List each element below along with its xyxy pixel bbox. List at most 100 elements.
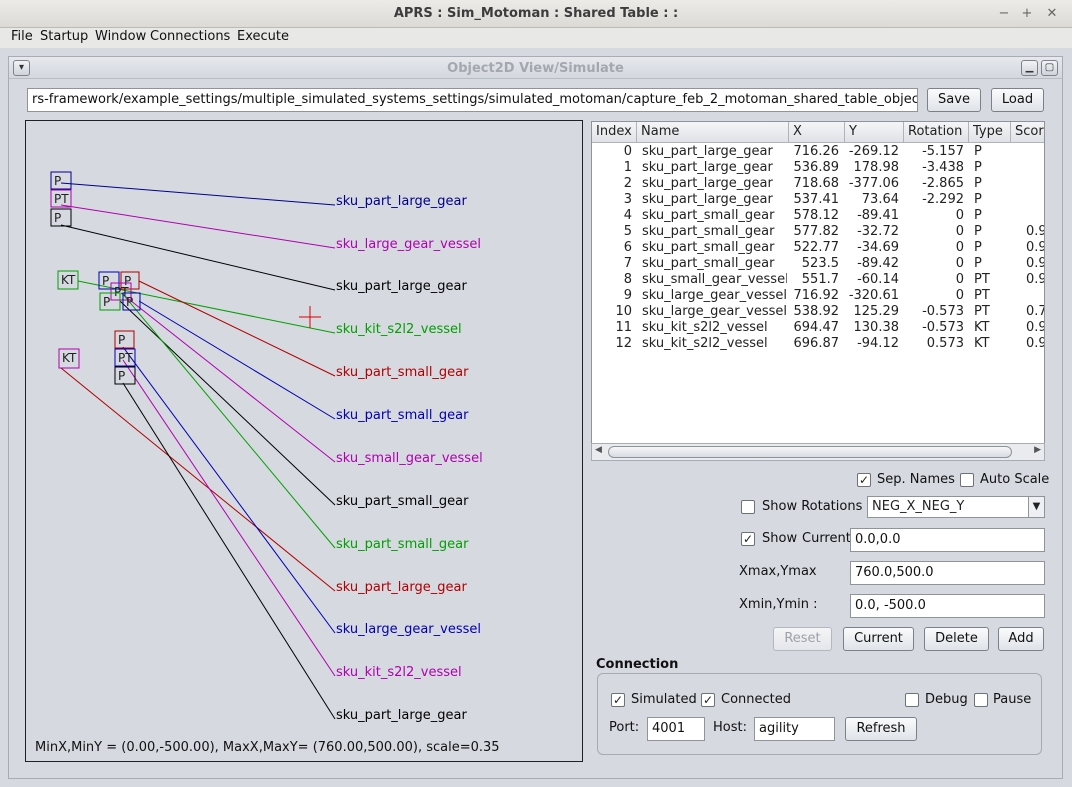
cell-index[interactable]: 6 <box>623 240 632 255</box>
table-row[interactable]: 0 sku_part_large_gear 716.26 -269.12 -5.157 P <box>592 144 1044 160</box>
cell-type[interactable]: KT <box>974 320 990 335</box>
column-header-type[interactable]: Type <box>969 122 1011 143</box>
cell-index[interactable]: 12 <box>615 336 632 351</box>
object-marker[interactable] <box>98 271 120 290</box>
cell-y[interactable]: -320.61 <box>848 288 899 303</box>
cell-x[interactable]: 551.7 <box>801 272 839 287</box>
table-row[interactable]: 4 sku_part_small_gear 578.12 -89.41 0 P <box>592 208 1044 224</box>
delete-button[interactable]: Delete <box>924 627 989 651</box>
cell-score[interactable]: 0.9 <box>1026 320 1045 335</box>
menu-execute[interactable]: Execute <box>237 29 289 44</box>
table-row[interactable]: 11 sku_kit_s2l2_vessel 694.47 130.38 -0.573 K… <box>592 320 1045 336</box>
object-marker[interactable] <box>120 271 140 290</box>
cell-y[interactable]: -269.12 <box>848 144 899 159</box>
object-marker[interactable] <box>58 348 80 369</box>
object-marker[interactable] <box>114 366 136 385</box>
cell-type[interactable]: P <box>974 208 982 223</box>
cell-rotation[interactable]: 0 <box>955 288 964 303</box>
table-row[interactable]: 2 sku_part_large_gear 718.68 -377.06 -2.865 P <box>592 176 1044 192</box>
column-header-x[interactable]: X <box>789 122 845 143</box>
cell-rotation[interactable]: 0 <box>955 272 964 287</box>
cell-score[interactable]: 0.9 <box>1026 240 1045 255</box>
table-row[interactable]: 8 sku_small_gear_vessel 551.7 -60.14 0 PT 0.9 <box>592 272 1044 288</box>
chevron-down-icon[interactable]: ▼ <box>1028 497 1044 517</box>
cell-name[interactable]: sku_part_large_gear <box>642 160 773 175</box>
object-marker[interactable] <box>50 171 72 190</box>
cell-index[interactable]: 1 <box>623 160 632 175</box>
table-row[interactable]: 12 sku_kit_s2l2_vessel 696.87 -94.12 0.573 KT… <box>592 336 1045 352</box>
reset-button[interactable]: Reset <box>773 627 832 651</box>
sep-names-checkbox[interactable]: ✓ <box>857 473 871 487</box>
cell-y[interactable]: 125.29 <box>853 304 900 319</box>
cell-x[interactable]: 696.87 <box>793 336 840 351</box>
object-marker[interactable] <box>110 282 132 301</box>
show-current-checkbox[interactable]: ✓ <box>741 532 755 546</box>
cell-type[interactable]: P <box>974 192 982 207</box>
cell-score[interactable]: 0.7 <box>1026 304 1045 319</box>
maximize-icon[interactable]: + <box>1021 6 1033 21</box>
object-marker[interactable] <box>99 292 121 311</box>
cell-score[interactable]: 0.9 <box>1026 336 1045 351</box>
cell-y[interactable]: -60.14 <box>857 272 899 287</box>
table-row[interactable]: 6 sku_part_small_gear 522.77 -34.69 0 P 0.9 <box>592 240 1045 256</box>
cell-type[interactable]: PT <box>974 272 990 287</box>
column-header-index[interactable]: Index <box>592 122 637 143</box>
cell-rotation[interactable]: 0 <box>955 224 964 239</box>
cell-type[interactable]: P <box>974 224 982 239</box>
table-row[interactable]: 9 sku_large_gear_vessel 716.92 -320.61 0 PT <box>592 288 1044 304</box>
scroll-left-icon[interactable]: ◀ <box>595 445 602 455</box>
cell-y[interactable]: -89.42 <box>857 256 899 271</box>
connected-checkbox[interactable]: ✓ <box>701 693 715 707</box>
current-button[interactable]: Current <box>843 627 914 651</box>
frame-maximize-icon[interactable]: ▢ <box>1041 60 1058 76</box>
cell-index[interactable]: 7 <box>623 256 632 271</box>
cell-index[interactable]: 11 <box>615 320 632 335</box>
cell-y[interactable]: 130.38 <box>853 320 900 335</box>
cell-y[interactable]: -34.69 <box>857 240 899 255</box>
cell-index[interactable]: 0 <box>623 144 632 159</box>
cell-rotation[interactable]: -5.157 <box>922 144 964 159</box>
table-row[interactable]: 3 sku_part_large_gear 537.41 73.64 -2.292 P <box>592 192 1044 208</box>
object-marker[interactable] <box>114 348 136 367</box>
cell-rotation[interactable]: -0.573 <box>922 304 964 319</box>
menu-window[interactable]: Window <box>95 29 147 44</box>
cell-y[interactable]: 73.64 <box>861 192 899 207</box>
xmax-ymax-field[interactable]: 760.0,500.0 <box>850 561 1045 585</box>
cell-score[interactable]: 0.9 <box>1026 224 1045 239</box>
object-marker[interactable] <box>57 270 79 290</box>
cell-index[interactable]: 10 <box>615 304 632 319</box>
add-button[interactable]: Add <box>998 627 1044 651</box>
table-row[interactable]: 10 sku_large_gear_vessel 538.92 125.29 -0.57… <box>592 304 1045 320</box>
cell-rotation[interactable]: -2.292 <box>922 192 964 207</box>
cell-rotation[interactable]: -3.438 <box>922 160 964 175</box>
cell-x[interactable]: 577.82 <box>793 224 840 239</box>
table-horizontal-scrollbar[interactable]: ◀ ▶ <box>591 443 1045 461</box>
cell-name[interactable]: sku_part_small_gear <box>642 240 775 255</box>
cell-x[interactable]: 716.26 <box>793 144 840 159</box>
cell-rotation[interactable]: 0 <box>955 240 964 255</box>
object-marker[interactable] <box>122 292 141 311</box>
column-header-score[interactable]: Scor <box>1011 122 1044 143</box>
object-marker[interactable] <box>50 208 72 227</box>
cell-index[interactable]: 2 <box>623 176 632 191</box>
object-marker[interactable] <box>50 189 72 208</box>
minimize-icon[interactable]: − <box>998 6 1010 21</box>
cell-rotation[interactable]: 0.573 <box>926 336 964 351</box>
cell-x[interactable]: 537.41 <box>793 192 840 207</box>
frame-menu-icon[interactable]: ▾ <box>13 60 30 76</box>
rotation-select[interactable]: NEG_X_NEG_Y ▼ <box>867 496 1045 518</box>
cell-y[interactable]: 178.98 <box>853 160 900 175</box>
cell-rotation[interactable]: 0 <box>955 208 964 223</box>
pause-checkbox[interactable] <box>974 693 988 707</box>
cell-x[interactable]: 716.92 <box>793 288 840 303</box>
cell-rotation[interactable]: 0 <box>955 256 964 271</box>
cell-name[interactable]: sku_part_large_gear <box>642 192 773 207</box>
show-rotations-checkbox[interactable] <box>741 500 755 514</box>
cell-type[interactable]: P <box>974 256 982 271</box>
simulated-checkbox[interactable]: ✓ <box>611 693 625 707</box>
cell-y[interactable]: -94.12 <box>857 336 899 351</box>
menu-file[interactable]: File <box>11 29 33 44</box>
port-field[interactable]: 4001 <box>647 717 705 741</box>
